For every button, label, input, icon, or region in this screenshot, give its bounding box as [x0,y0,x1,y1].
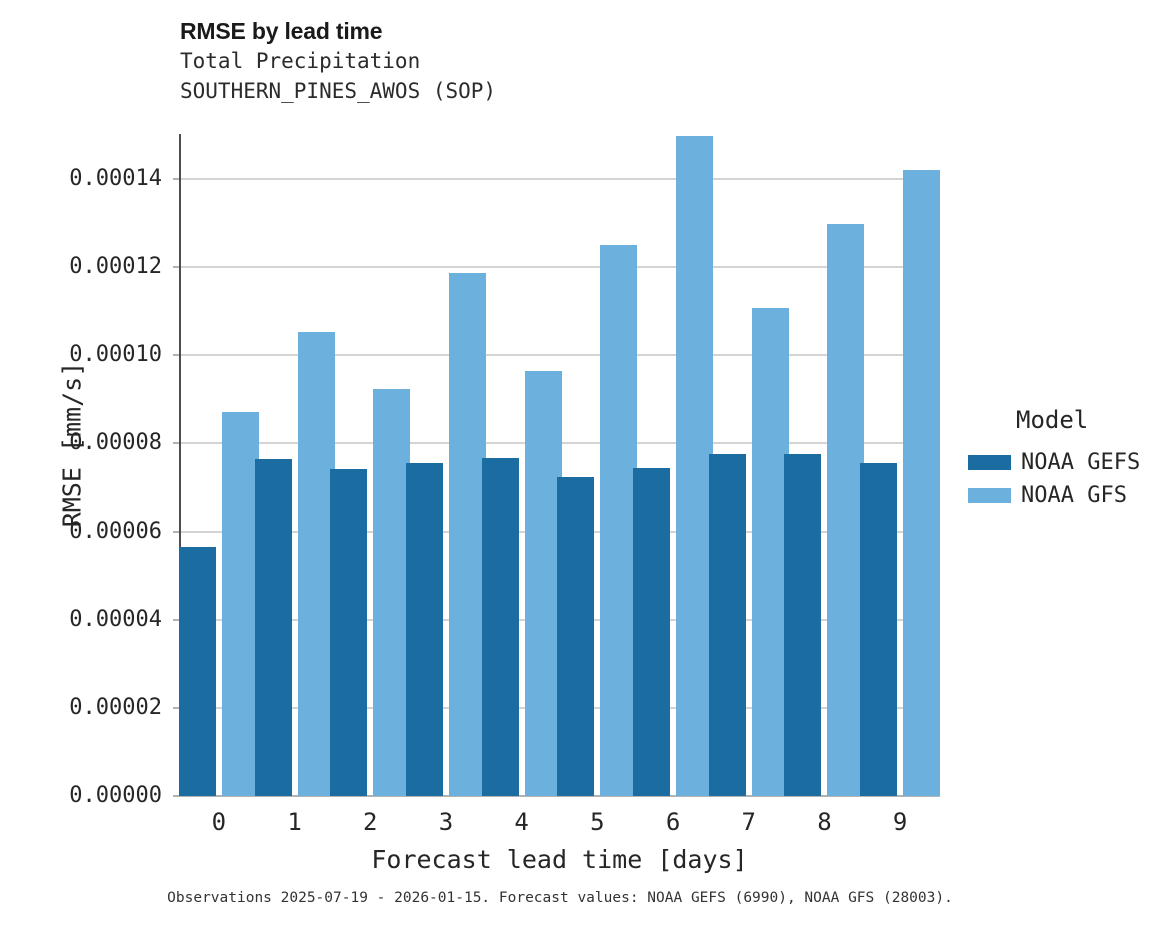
legend-item-noaa-gefs[interactable]: NOAA GEFS [968,446,1168,479]
legend-swatch-icon [968,455,1011,470]
bar [221,411,259,796]
y-tick-mark [173,618,179,621]
legend-item-label: NOAA GEFS [1021,450,1141,475]
bar [178,547,216,796]
y-tick-label: 0.00014 [69,166,162,192]
gridline [181,178,938,181]
bar [481,457,519,796]
bar [751,308,789,796]
bar [297,332,335,796]
x-tick-label: 7 [741,808,756,836]
x-tick-label: 0 [211,808,227,836]
y-tick-label: 0.00002 [69,694,162,720]
y-axis-line [179,134,181,797]
bar [557,476,595,796]
y-axis-label: RMSE [mm/s] [57,361,87,528]
y-tick-mark [173,530,179,533]
bar [708,454,746,796]
y-tick-mark [173,266,179,269]
gridline [181,266,938,269]
x-axis-label: Forecast lead time [days] [371,845,748,874]
bar [405,462,443,796]
legend-entries: NOAA GEFS NOAA GFS [968,446,1168,512]
bar [860,462,898,796]
legend-item-label: NOAA GFS [1021,483,1127,508]
bar [524,370,562,796]
chart-footnote: Observations 2025-07-19 - 2026-01-15. Fo… [167,890,953,906]
x-tick-label: 6 [665,808,681,836]
legend-item-noaa-gfs[interactable]: NOAA GFS [968,479,1168,512]
x-tick-label: 8 [817,808,832,836]
x-tick-label: 4 [514,808,529,836]
x-tick-label: 9 [892,808,908,836]
x-tick-label: 2 [363,808,378,836]
y-tick-mark [173,442,179,445]
legend: Model NOAA GEFS NOAA GFS [968,406,1168,512]
bar [676,135,714,796]
bar [827,223,865,796]
legend-title: Model [1016,406,1089,434]
x-tick-label: 5 [590,808,605,836]
y-tick-label: 0.00010 [69,342,162,368]
bar [633,468,671,796]
bar [254,458,292,796]
y-tick-mark [173,354,179,357]
title-block: RMSE by lead time Total Precipitation SO… [180,16,960,106]
bar [330,469,368,796]
y-tick-mark [173,795,179,797]
y-tick-label: 0.00000 [69,783,162,808]
x-axis-line [179,795,940,797]
x-tick-label: 1 [287,808,302,836]
y-tick-label: 0.00012 [69,254,162,280]
y-tick-mark [173,178,179,181]
y-tick-mark [173,706,179,709]
bar [373,388,411,796]
y-tick-label: 0.00006 [69,518,162,544]
bar [784,454,822,796]
page-title: RMSE by lead time [180,18,383,44]
chart-subtitle: Total Precipitation [180,49,421,73]
y-tick-label: 0.00008 [69,430,162,456]
x-tick-label: 3 [438,808,454,836]
legend-swatch-icon [968,488,1011,503]
y-tick-label: 0.00004 [69,606,162,632]
bar [903,170,941,796]
bar [600,244,638,796]
chart-subtitle-station: SOUTHERN_PINES_AWOS (SOP) [180,79,497,103]
bar [448,272,486,796]
plot-area [178,135,941,796]
gridline [181,354,938,357]
